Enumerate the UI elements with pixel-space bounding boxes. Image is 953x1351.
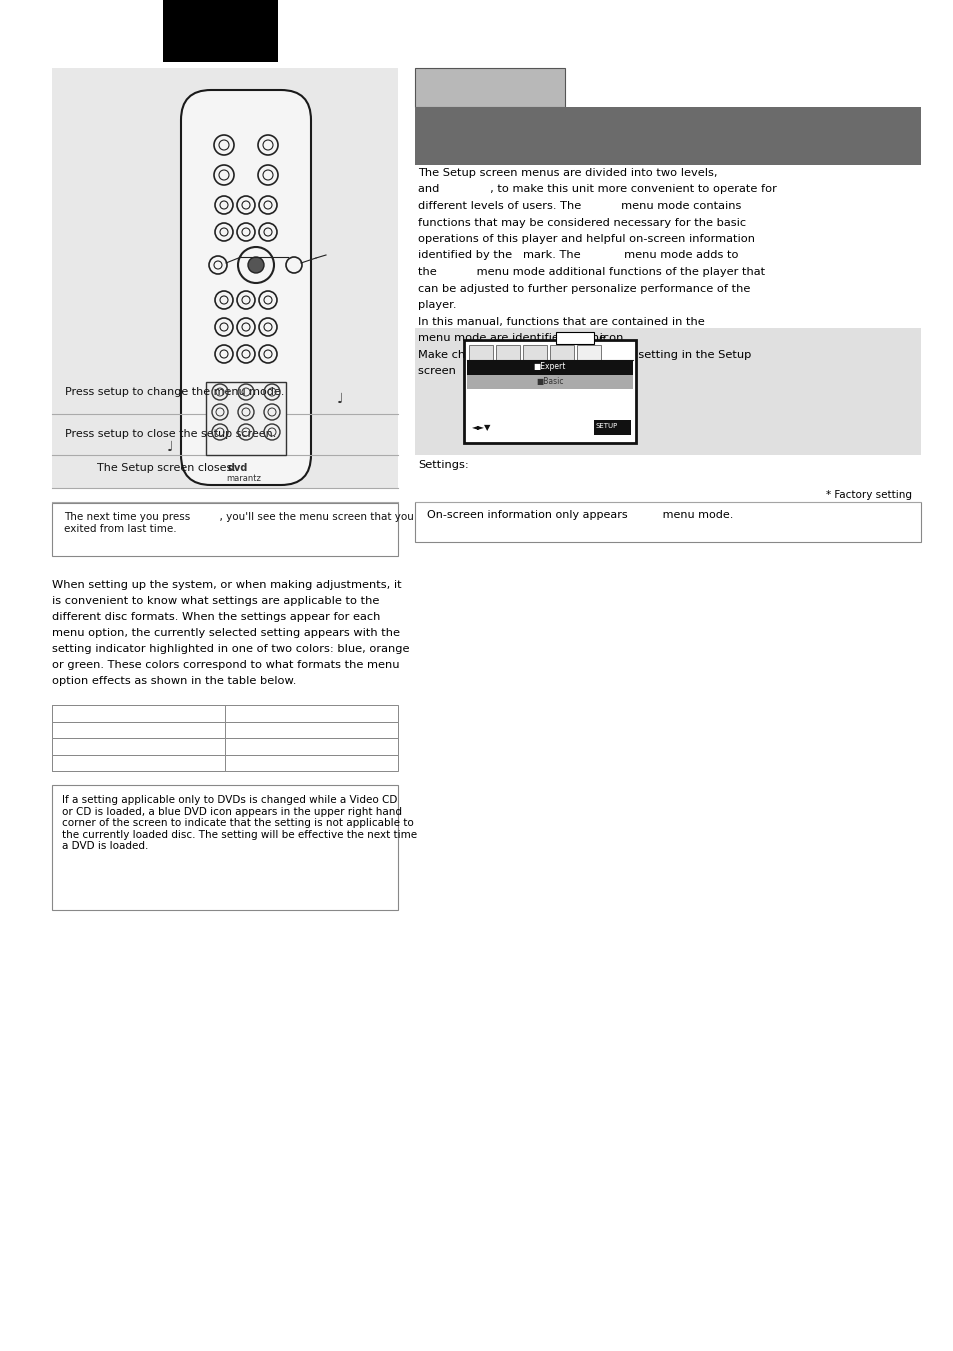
Bar bbox=[577, 345, 600, 359]
Text: The Setup screen closes.: The Setup screen closes. bbox=[97, 463, 235, 473]
Text: In this manual, functions that are contained in the: In this manual, functions that are conta… bbox=[417, 316, 704, 327]
Bar bbox=[52, 754, 225, 771]
Bar bbox=[163, 0, 277, 62]
Text: setting indicator highlighted in one of two colors: blue, orange: setting indicator highlighted in one of … bbox=[52, 644, 409, 654]
Text: screen          menu.: screen menu. bbox=[417, 366, 528, 376]
Bar bbox=[463, 340, 636, 443]
Text: Make changes to the                            setting in the Setup: Make changes to the setting in the Setup bbox=[417, 350, 751, 359]
Text: is convenient to know what settings are applicable to the: is convenient to know what settings are … bbox=[52, 596, 379, 607]
Bar bbox=[467, 376, 633, 389]
Bar bbox=[52, 68, 397, 488]
Text: or green. These colors correspond to what formats the menu: or green. These colors correspond to wha… bbox=[52, 661, 399, 670]
Bar bbox=[52, 721, 397, 738]
Bar bbox=[594, 420, 630, 435]
Text: the           menu mode additional functions of the player that: the menu mode additional functions of th… bbox=[417, 267, 764, 277]
Text: SETUP: SETUP bbox=[596, 423, 618, 430]
Bar bbox=[550, 345, 574, 359]
Text: different disc formats. When the settings appear for each: different disc formats. When the setting… bbox=[52, 612, 380, 621]
Text: The next time you press         , you'll see the menu screen that you
exited fro: The next time you press , you'll see the… bbox=[64, 512, 414, 534]
Bar bbox=[467, 359, 633, 376]
Bar bbox=[415, 107, 920, 165]
Text: marantz: marantz bbox=[226, 474, 260, 484]
Bar bbox=[52, 503, 397, 557]
Text: ♩: ♩ bbox=[167, 440, 173, 454]
Bar bbox=[206, 382, 286, 455]
Text: option effects as shown in the table below.: option effects as shown in the table bel… bbox=[52, 676, 296, 686]
Bar bbox=[496, 345, 519, 359]
FancyBboxPatch shape bbox=[181, 91, 311, 485]
Bar bbox=[415, 503, 920, 542]
Bar bbox=[52, 738, 225, 754]
Text: Expert: Expert bbox=[557, 332, 590, 342]
Bar bbox=[52, 721, 225, 738]
Text: The Setup screen menus are divided into two levels,: The Setup screen menus are divided into … bbox=[417, 168, 717, 178]
Text: ■Basic: ■Basic bbox=[536, 377, 563, 386]
Text: identified by the   mark. The            menu mode adds to: identified by the mark. The menu mode ad… bbox=[417, 250, 738, 261]
Text: ♩: ♩ bbox=[336, 392, 343, 407]
Bar bbox=[469, 345, 493, 359]
Bar bbox=[52, 705, 225, 721]
Text: Press setup to close the setup screen.: Press setup to close the setup screen. bbox=[65, 430, 276, 439]
Bar bbox=[415, 328, 920, 455]
Text: On-screen information only appears          menu mode.: On-screen information only appears menu … bbox=[427, 509, 733, 520]
Text: different levels of users. The           menu mode contains: different levels of users. The menu mode… bbox=[417, 201, 740, 211]
Text: dvd: dvd bbox=[228, 463, 248, 473]
Text: can be adjusted to further personalize performance of the: can be adjusted to further personalize p… bbox=[417, 284, 750, 293]
Bar bbox=[52, 754, 397, 771]
Text: menu option, the currently selected setting appears with the: menu option, the currently selected sett… bbox=[52, 628, 399, 638]
Bar bbox=[52, 738, 397, 754]
Text: * Factory setting: * Factory setting bbox=[825, 490, 911, 500]
Bar bbox=[52, 785, 397, 911]
Text: functions that may be considered necessary for the basic: functions that may be considered necessa… bbox=[417, 218, 745, 227]
Text: ■Expert: ■Expert bbox=[534, 362, 565, 372]
Text: Settings:: Settings: bbox=[417, 459, 468, 470]
Text: menu mode are identified by the: menu mode are identified by the bbox=[417, 332, 609, 343]
Text: player.: player. bbox=[417, 300, 456, 309]
Text: When setting up the system, or when making adjustments, it: When setting up the system, or when maki… bbox=[52, 580, 401, 590]
Bar bbox=[52, 705, 397, 721]
Text: icon.: icon. bbox=[595, 332, 626, 343]
Text: operations of this player and helpful on-screen information: operations of this player and helpful on… bbox=[417, 234, 754, 245]
Text: If a setting applicable only to DVDs is changed while a Video CD
or CD is loaded: If a setting applicable only to DVDs is … bbox=[62, 794, 416, 851]
Text: and              , to make this unit more convenient to operate for: and , to make this unit more convenient … bbox=[417, 185, 776, 195]
Circle shape bbox=[248, 257, 264, 273]
Text: Press setup to change the menu mode.: Press setup to change the menu mode. bbox=[65, 386, 284, 397]
Bar bbox=[522, 345, 546, 359]
Bar bbox=[415, 68, 564, 107]
Bar bbox=[555, 332, 593, 345]
Text: ◄►▼: ◄►▼ bbox=[472, 423, 491, 432]
